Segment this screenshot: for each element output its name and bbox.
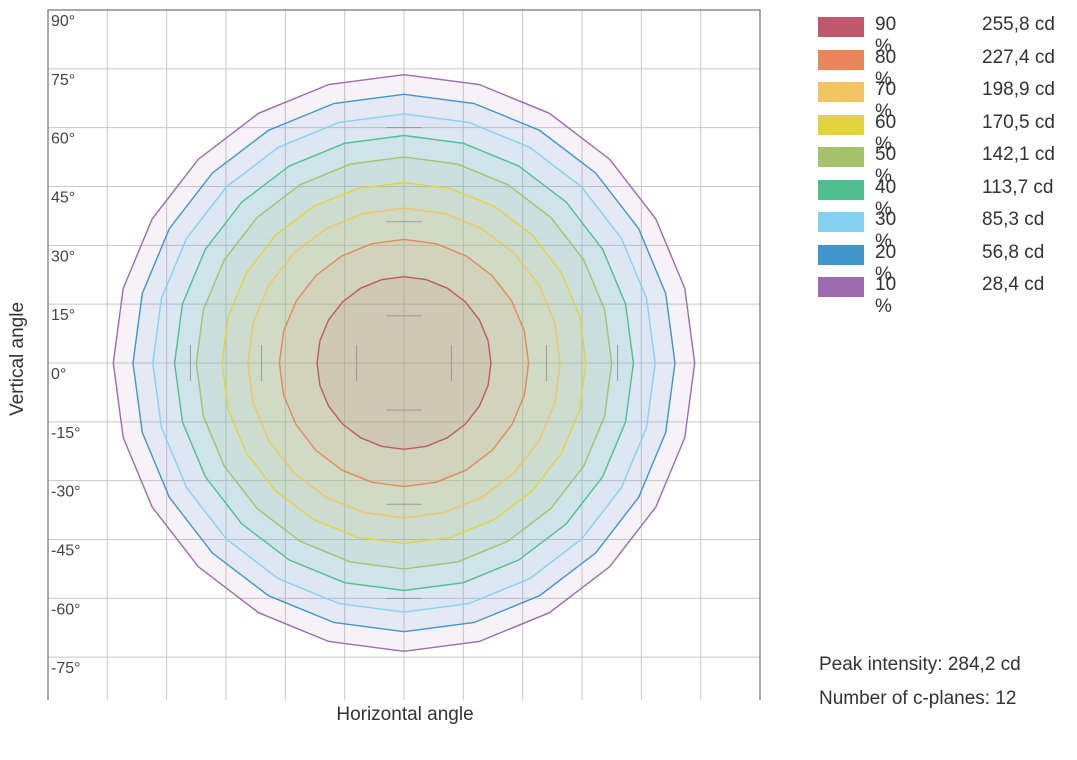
y-tick-label: -75°	[51, 660, 81, 677]
legend-percent: 20 %	[875, 241, 897, 285]
y-tick-label: -45°	[51, 543, 81, 560]
legend-value: 28,4 cd	[982, 274, 1045, 295]
legend-value: 113,7 cd	[982, 176, 1054, 198]
legend-value: 142,1 cd	[982, 144, 1055, 165]
contour-80	[278, 238, 530, 488]
y-tick-label: -15°	[51, 425, 81, 442]
peak-intensity: Peak intensity: 284,2 cd	[819, 654, 1021, 675]
y-tick-label: 75°	[51, 72, 75, 89]
x-axis-label: Horizontal angle	[336, 704, 474, 725]
plot-frame	[47, 9, 761, 700]
y-tick-label: 0°	[51, 366, 66, 383]
legend-percent: 10 %	[875, 274, 897, 317]
legend-value: 56,8 cd	[982, 241, 1045, 263]
contour-30	[152, 113, 656, 613]
c-planes-count: Number of c-planes: 12	[819, 688, 1017, 709]
contour-90	[316, 275, 492, 451]
legend-value: 227,4 cd	[982, 46, 1055, 68]
y-tick-label: -60°	[51, 601, 81, 618]
legend-swatch	[818, 212, 864, 232]
legend-swatch	[818, 114, 864, 135]
y-tick-label: 45°	[51, 190, 75, 207]
contour-60	[221, 181, 587, 545]
legend-percent: 90 %	[875, 14, 897, 57]
y-tick-label: 15°	[51, 307, 75, 324]
legend-value: 85,3 cd	[982, 209, 1045, 230]
legend-swatch	[818, 147, 864, 167]
legend-swatch	[818, 179, 864, 200]
isolux-plot: 90° 75° 60° 45° 30° 15° 0° -15° -30° -45° -60° -75°	[47, 9, 761, 700]
legend-swatch	[818, 244, 864, 265]
legend-percent: 50 %	[875, 144, 897, 187]
legend-percent: 40 %	[875, 176, 897, 220]
legend-swatch	[818, 49, 864, 70]
legend-percent: 60 %	[875, 111, 897, 155]
contour-70	[247, 207, 561, 519]
y-tick-label: -30°	[51, 484, 81, 501]
contour-10	[112, 73, 696, 653]
contour-20	[132, 93, 676, 633]
legend-swatch	[818, 277, 864, 297]
legend-swatch	[818, 82, 864, 102]
contour-40	[173, 134, 635, 592]
legend-swatch	[818, 17, 864, 37]
legend-percent: 80 %	[875, 46, 897, 90]
contour-50	[195, 156, 613, 570]
legend-value: 255,8 cd	[982, 14, 1055, 35]
y-tick-label: 60°	[51, 131, 75, 148]
legend-value: 170,5 cd	[982, 111, 1055, 133]
y-tick-label: 90°	[51, 13, 75, 30]
legend-value: 198,9 cd	[982, 79, 1055, 100]
legend-percent: 30 %	[875, 209, 897, 252]
legend-percent: 70 %	[875, 79, 897, 122]
y-axis-label: Vertical angle	[7, 301, 28, 417]
y-tick-label: 30°	[51, 248, 75, 265]
